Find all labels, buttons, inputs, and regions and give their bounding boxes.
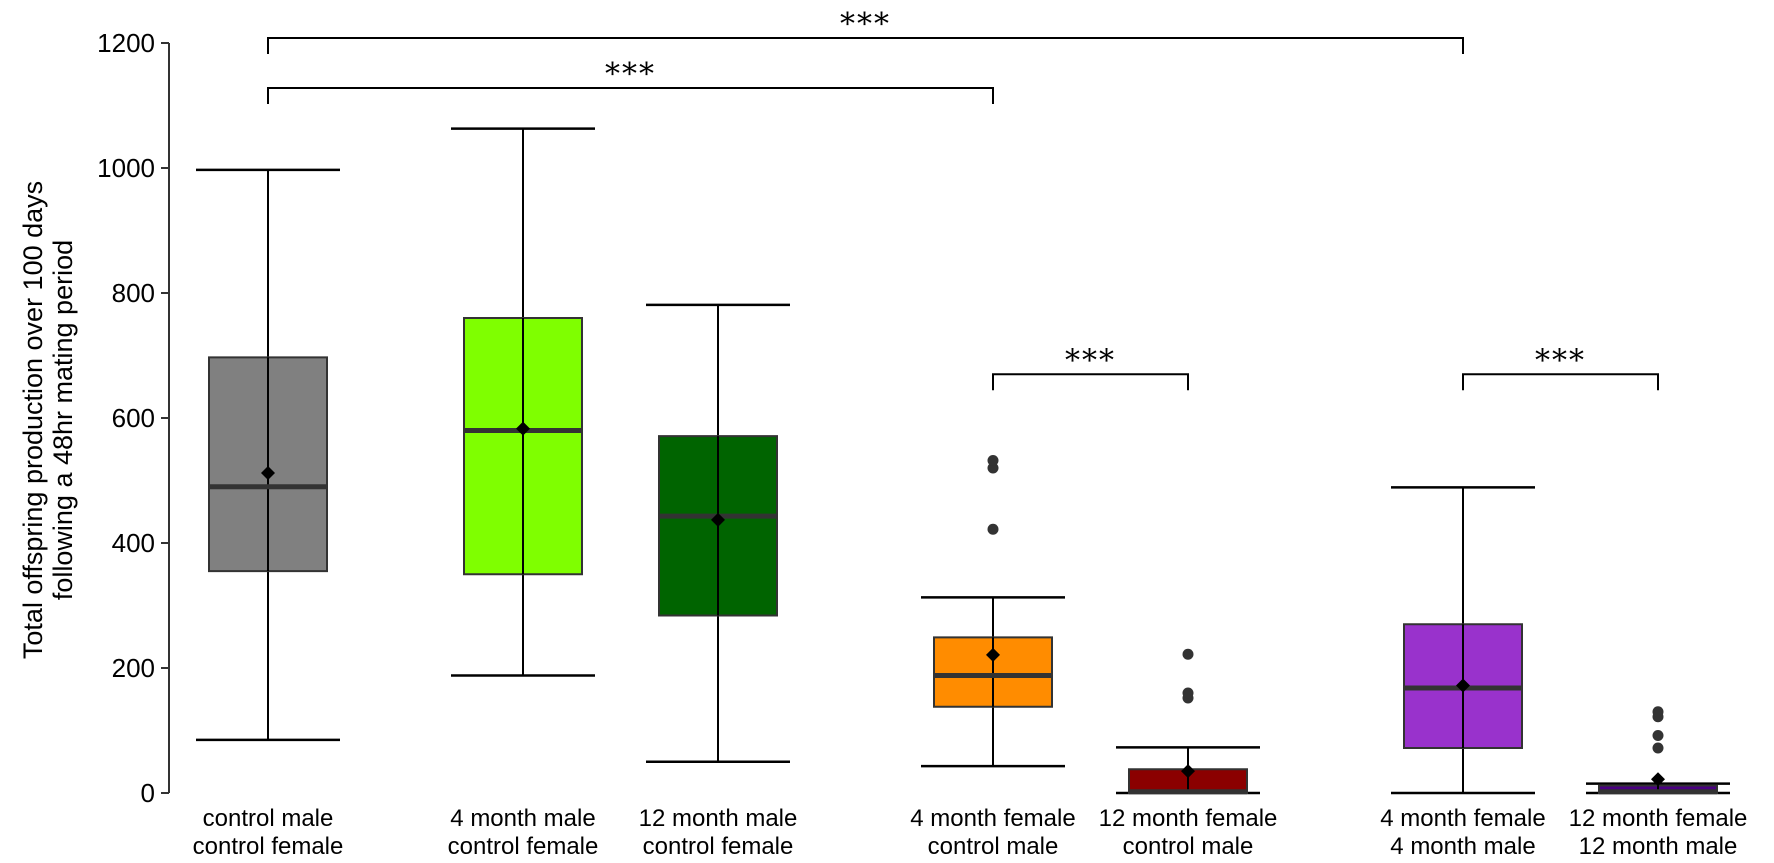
x-category-label: 12 month female (1099, 805, 1278, 832)
significance-bracket (992, 373, 1189, 391)
y-tick-label: 800 (112, 278, 155, 308)
mean-marker (261, 466, 275, 480)
y-axis-label: Total offspring production over 100 days… (18, 181, 78, 659)
box-group (1116, 648, 1260, 795)
significance-brackets: *** *** *** *** (267, 7, 1659, 391)
x-category-label: 4 month male (450, 805, 595, 832)
x-category-label: 4 month female (910, 805, 1075, 832)
outlier-point (1652, 730, 1664, 741)
mean-marker (711, 512, 725, 527)
mean-marker (1456, 678, 1470, 693)
mean-marker (1651, 772, 1665, 787)
significance-label: *** (1065, 343, 1116, 378)
x-category-label: control female (193, 833, 344, 860)
outlier-point (1652, 742, 1664, 754)
significance-label: *** (840, 7, 891, 42)
x-category-label: 12 month male (639, 805, 798, 832)
box-group (921, 455, 1065, 768)
y-tick-label: 200 (112, 653, 155, 683)
significance-label: *** (1535, 343, 1586, 378)
outlier-point (1182, 687, 1194, 699)
y-axis-label-line: Total offspring production over 100 days (18, 181, 48, 659)
outlier-point (1652, 706, 1664, 718)
x-category-label: 4 month male (1390, 833, 1535, 860)
significance-bracket (1462, 373, 1659, 391)
y-axis-label-line: following a 48hr mating period (48, 240, 78, 600)
mean-marker (1181, 764, 1195, 779)
outlier-point (1182, 648, 1194, 660)
box-group (196, 168, 340, 742)
y-tick-label: 0 (141, 778, 155, 808)
y-tick-label: 600 (112, 403, 155, 433)
box-group (451, 127, 595, 677)
box-group (1391, 486, 1535, 795)
x-category-label: control male (928, 833, 1059, 860)
significance-bracket (267, 37, 1464, 54)
y-tick-label: 1000 (97, 153, 155, 183)
mean-marker (516, 421, 530, 436)
x-category-label: 12 month female (1569, 805, 1748, 832)
x-category-label: control male (203, 805, 334, 832)
x-category-label: 12 month male (1579, 833, 1738, 860)
mean-marker (986, 647, 1000, 662)
plot-area (196, 127, 1730, 795)
significance-label: *** (605, 57, 656, 92)
outlier-point (987, 523, 999, 535)
x-category-label: control female (448, 833, 599, 860)
y-axis: 0 200 400 600 800 1000 1200 (97, 28, 170, 808)
x-category-label: 4 month female (1380, 805, 1545, 832)
x-category-label: control male (1123, 833, 1254, 860)
x-category-label: control female (643, 833, 794, 860)
box-group (1586, 706, 1730, 795)
y-tick-label: 400 (112, 528, 155, 558)
y-tick-label: 1200 (97, 28, 155, 58)
significance-bracket (267, 87, 994, 104)
outlier-point (987, 455, 999, 466)
box-group (646, 303, 790, 763)
